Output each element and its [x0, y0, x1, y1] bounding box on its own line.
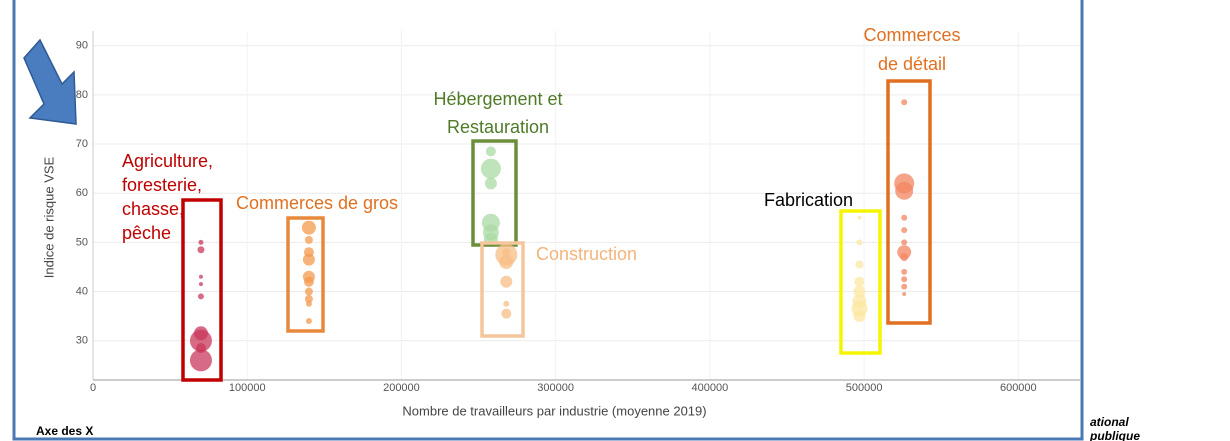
y-tick-label: 60 [76, 187, 88, 199]
x-axis-label: Nombre de travailleurs par industrie (mo… [402, 403, 706, 418]
annotation-label: Fabrication [764, 190, 853, 210]
bubble [197, 293, 204, 300]
bubble [853, 285, 866, 298]
bubble [854, 276, 865, 287]
highlight-box [480, 241, 525, 338]
x-tick-label: 200000 [383, 382, 420, 394]
annotation-label: Commerces de gros [236, 193, 398, 213]
y-tick-label: 80 [76, 89, 88, 101]
bubble [902, 291, 907, 296]
bubble [901, 268, 908, 275]
y-tick-label: 70 [76, 138, 88, 150]
bubble [502, 248, 511, 257]
bubble [301, 220, 316, 235]
annotation-label: Restauration [447, 117, 549, 137]
x-tick-label: 500000 [846, 382, 883, 394]
frame [12, 0, 1084, 441]
annotation-label: Agriculture, [122, 151, 213, 171]
y-axis-label: Indice de risque VSE [41, 156, 56, 278]
x-tick-label: 100000 [229, 382, 266, 394]
bubble [198, 239, 204, 245]
bubble [303, 276, 314, 287]
logo-text: ational [1090, 415, 1129, 429]
bubble [856, 239, 863, 246]
bubble [853, 310, 866, 323]
bubble [304, 287, 313, 296]
y-tick-label: 30 [76, 335, 88, 347]
bubble [901, 283, 908, 290]
bubble [189, 349, 212, 372]
annotation-label: Hébergement et [433, 89, 562, 109]
annotation-label: chasse, [122, 199, 184, 219]
annotation-label: foresterie, [122, 175, 202, 195]
bubble [901, 214, 908, 221]
bubble [198, 282, 203, 287]
bubble [198, 274, 203, 279]
y-tick-label: 50 [76, 236, 88, 248]
bubble [485, 146, 496, 157]
bubble [901, 239, 908, 246]
bubble [197, 246, 205, 254]
bubble [855, 260, 864, 269]
bubble [901, 276, 908, 283]
highlight-box [181, 198, 223, 382]
annotation-label: Commerces [863, 25, 960, 45]
annotation-label: de détail [878, 54, 946, 74]
highlight-box [471, 139, 518, 247]
bubble [901, 227, 908, 234]
bubble [304, 294, 313, 303]
x-tick-label: 300000 [537, 382, 574, 394]
annotation-label: pêche [122, 223, 171, 243]
highlight-box [839, 209, 882, 355]
x-tick-label: 600000 [1000, 382, 1037, 394]
bubble [901, 99, 908, 106]
bubble [189, 329, 212, 352]
y-tick-label: 90 [76, 40, 88, 52]
bubble [305, 318, 312, 325]
highlight-box [886, 79, 932, 325]
bubble [501, 308, 512, 319]
bubble [304, 235, 313, 244]
bubble [480, 158, 501, 179]
logo-text: publique [1089, 429, 1140, 441]
x-tick-label: 0 [90, 382, 96, 394]
bubble [503, 300, 510, 307]
arrow [23, 38, 77, 125]
bubble [305, 300, 312, 307]
x-tick-label: 400000 [692, 382, 729, 394]
annotation-label: Construction [536, 244, 637, 264]
bubble [499, 255, 514, 270]
bubble [900, 253, 909, 262]
y-tick-label: 40 [76, 285, 88, 297]
bubble [302, 253, 315, 266]
bubble [484, 177, 497, 190]
bubble [857, 215, 862, 220]
highlight-box [286, 216, 325, 333]
axis-note: Axe des X [36, 424, 93, 438]
bubble [500, 275, 513, 288]
bubble [895, 181, 914, 200]
